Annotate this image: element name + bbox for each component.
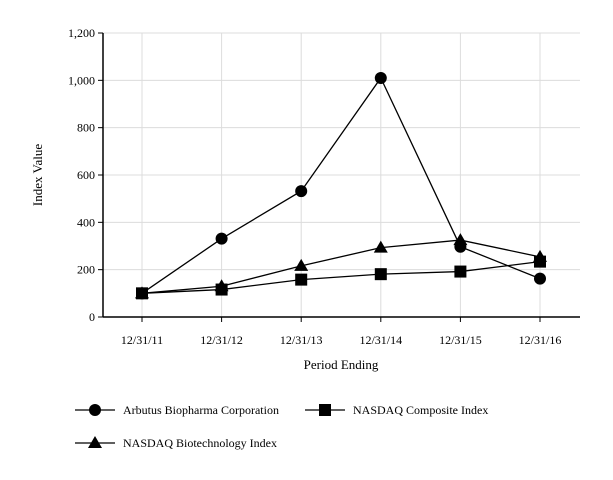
data-point — [374, 268, 387, 281]
legend-circle-icon — [89, 404, 101, 416]
data-point — [454, 265, 467, 278]
legend-label: Arbutus Biopharma Corporation — [123, 403, 279, 417]
data-point — [374, 71, 387, 84]
data-point — [294, 258, 309, 271]
legend-label: NASDAQ Biotechnology Index — [123, 436, 277, 450]
series-line — [141, 260, 541, 294]
data-point — [295, 185, 308, 198]
x-axis-label: Period Ending — [304, 357, 379, 372]
x-tick-label: 12/31/15 — [439, 333, 482, 347]
legend-label: NASDAQ Composite Index — [353, 403, 488, 417]
data-point — [534, 272, 546, 285]
x-tick-label: 12/31/13 — [280, 333, 323, 347]
x-tick-label: 12/31/12 — [200, 333, 243, 347]
data-point — [214, 279, 229, 292]
y-tick-label: 1,200 — [68, 26, 95, 40]
data-point — [373, 240, 388, 253]
y-tick-label: 200 — [77, 263, 95, 277]
y-tick-label: 1,000 — [68, 73, 95, 87]
data-point — [215, 232, 228, 245]
series-line — [141, 239, 541, 294]
legend-triangle-icon — [88, 436, 102, 448]
x-tick-label: 12/31/11 — [121, 333, 163, 347]
data-point — [453, 233, 468, 246]
series-triangle — [135, 233, 547, 299]
y-axis-label: Index Value — [30, 144, 45, 206]
data-point — [295, 273, 308, 286]
y-tick-label: 0 — [89, 310, 95, 324]
legend-item: Arbutus Biopharma Corporation — [75, 403, 279, 417]
legend-item: NASDAQ Composite Index — [305, 403, 488, 417]
y-tick-label: 600 — [77, 168, 95, 182]
y-tick-label: 800 — [77, 121, 95, 135]
series-circle — [136, 71, 546, 300]
x-tick-label: 12/31/16 — [519, 333, 562, 347]
data-point — [533, 249, 547, 262]
legend-item: NASDAQ Biotechnology Index — [75, 436, 277, 450]
series-line — [141, 76, 541, 294]
legend-square-icon — [319, 404, 331, 416]
x-tick-label: 12/31/14 — [359, 333, 402, 347]
series-square — [136, 255, 546, 300]
data-point — [135, 286, 149, 299]
y-tick-label: 400 — [77, 215, 95, 229]
